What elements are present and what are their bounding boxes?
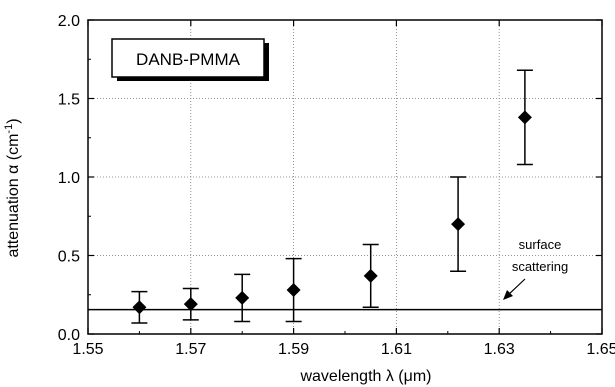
legend-box: DANB-PMMA (111, 38, 269, 81)
diamond-marker (363, 268, 378, 283)
data-point (450, 176, 467, 272)
diamond-marker (183, 297, 198, 312)
x-tick-label: 1.65 (586, 341, 615, 358)
diamond-marker (451, 217, 466, 232)
y-tick-label: 0.5 (58, 249, 80, 266)
y-axis-label: attenuation α (cm-1) (3, 118, 22, 257)
diamond-marker (132, 300, 147, 315)
y-axis-label-sup: -1 (3, 124, 15, 134)
y-tick-label: 1.0 (58, 170, 80, 187)
x-ticks: 1.55 1.57 1.59 1.61 1.63 1.65 (72, 20, 615, 358)
annotation-line2: scattering (512, 259, 568, 274)
x-axis-label: wavelength λ (μm) (299, 368, 431, 385)
legend-box-frame (111, 38, 265, 78)
y-tick-label: 0.0 (58, 327, 80, 344)
y-axis-label-close: ) (5, 118, 22, 123)
data-point (131, 290, 148, 324)
legend-box-label: DANB-PMMA (136, 50, 241, 69)
x-tick-label: 1.57 (175, 341, 206, 358)
data-point (234, 273, 251, 323)
annotation-line1: surface (519, 237, 562, 252)
data-point (362, 243, 379, 309)
data-points (131, 69, 533, 324)
data-point (516, 69, 533, 166)
x-tick-label: 1.59 (278, 341, 309, 358)
y-tick-label: 1.5 (58, 92, 80, 109)
diamond-marker (235, 290, 250, 305)
diamond-marker (517, 110, 532, 125)
x-tick-label: 1.61 (381, 341, 412, 358)
annotation-arrow-head (503, 290, 513, 300)
data-point (285, 257, 302, 323)
x-tick-label: 1.55 (72, 341, 103, 358)
x-tick-label: 1.63 (484, 341, 515, 358)
y-ticks: 0.0 0.5 1.0 1.5 2.0 (58, 13, 602, 344)
y-tick-label: 2.0 (58, 13, 80, 30)
y-axis-label-main: attenuation α (cm (5, 134, 22, 258)
diamond-marker (286, 283, 301, 298)
data-point (182, 287, 199, 321)
annotation: surface scattering (503, 237, 568, 300)
